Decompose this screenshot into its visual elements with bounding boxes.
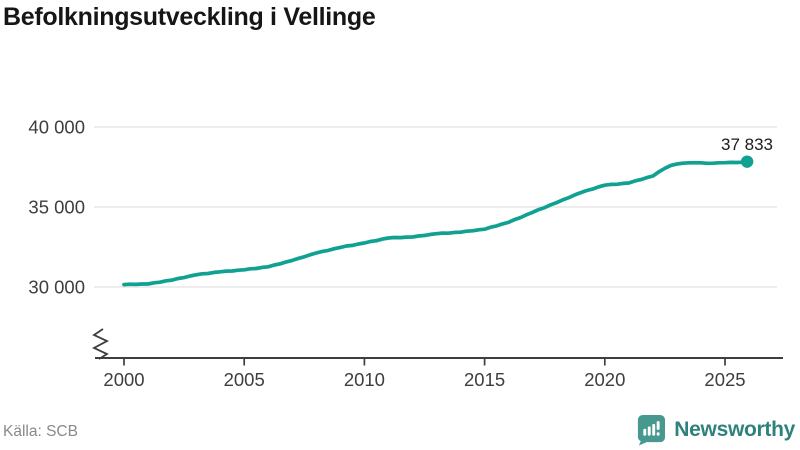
x-axis-label-2005: 2005 [224, 369, 265, 390]
logo-bars [643, 420, 660, 436]
x-axis-label-2010: 2010 [344, 369, 385, 390]
x-axis-label-2015: 2015 [464, 369, 505, 390]
y-axis-label-30000: 30 000 [28, 277, 85, 298]
newsworthy-bar-chart-icon [638, 414, 666, 446]
logo-bubble-shape [638, 414, 666, 446]
latest-value-dot [740, 155, 754, 168]
source-label: Källa: SCB [3, 423, 78, 440]
x-axis-label-2000: 2000 [103, 369, 144, 390]
y-axis-label-35000: 35 000 [28, 197, 85, 218]
y-axis-label-40000: 40 000 [28, 117, 85, 138]
newsworthy-wordmark: Newsworthy [674, 418, 795, 441]
chart-title: Befolkningsutveckling i Vellinge [3, 3, 376, 31]
newsworthy-logo: Newsworthy [635, 414, 795, 446]
population-trend-line [122, 159, 749, 287]
latest-value-label: 37 833 [721, 135, 773, 154]
x-axis-label-2020: 2020 [584, 369, 625, 390]
y-axis-break-icon [91, 328, 110, 360]
x-axis-label-2025: 2025 [704, 369, 745, 390]
